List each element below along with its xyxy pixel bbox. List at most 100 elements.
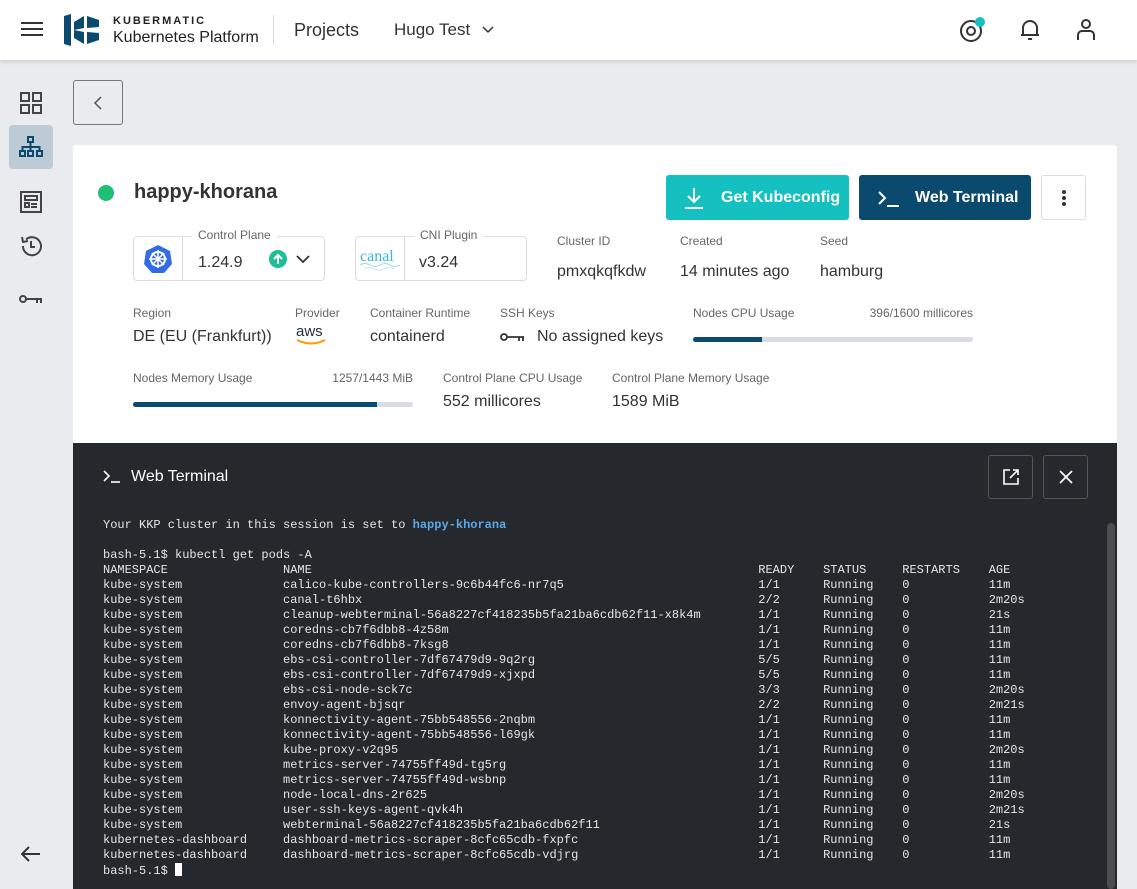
cell-restarts: 0 (902, 578, 910, 592)
control-plane-version-select[interactable]: Control Plane 1.24.9 (133, 228, 325, 281)
cell-namespace: kube-system (103, 758, 183, 772)
cell-restarts: 0 (902, 653, 910, 667)
help-icon[interactable] (960, 17, 986, 48)
web-terminal-button[interactable]: Web Terminal (859, 175, 1031, 220)
cell-namespace: kube-system (103, 743, 183, 757)
cell-restarts: 0 (902, 668, 910, 682)
terminal-output[interactable]: Your KKP cluster in this session is set … (103, 518, 1025, 878)
cell-restarts: 0 (902, 803, 910, 817)
sidebar-item-ssh-keys[interactable] (9, 278, 53, 322)
cell-age: 11m (988, 578, 1011, 592)
cell-ready: 1/1 (758, 578, 780, 592)
control-plane-version: 1.24.9 (198, 254, 243, 271)
cell-status: Running (823, 668, 874, 682)
cell-pod-name: calico-kube-controllers-9c6b44fc6-nr7q5 (283, 578, 564, 592)
cell-pod-name: dashboard-metrics-scraper-8cfc65cdb-fxpf… (283, 833, 579, 847)
cursor (175, 863, 183, 876)
cell-ready: 1/1 (758, 773, 780, 787)
cell-ready: 1/1 (758, 608, 780, 622)
control-plane-memory-label: Control Plane Memory Usage (612, 371, 770, 385)
control-plane-cpu-value: 552 millicores (443, 393, 541, 410)
more-vertical-icon (1061, 189, 1066, 206)
more-options-button[interactable] (1041, 175, 1086, 220)
cell-pod-name: coredns-cb7f6dbb8-7ksg8 (283, 638, 449, 652)
chevron-down-icon (482, 26, 494, 34)
cell-namespace: kube-system (103, 713, 183, 727)
sidebar-item-templates[interactable] (9, 180, 53, 224)
pod-row: kube-system coredns-cb7f6dbb8-7ksg8 1/1 Run… (103, 638, 1025, 653)
back-button[interactable] (73, 80, 123, 125)
cell-restarts: 0 (902, 623, 910, 637)
nodes-memory-progress-fill (133, 402, 377, 407)
sidebar-item-overview[interactable] (9, 81, 53, 125)
upgrade-available-icon[interactable] (269, 250, 287, 268)
cell-age: 11m (988, 848, 1011, 862)
kubernetes-logo-icon (134, 237, 183, 280)
region-value: DE (EU (Frankfurt)) (133, 328, 272, 345)
key-icon (19, 295, 42, 303)
cell-ready: 2/2 (758, 593, 780, 607)
pod-row: kube-system webterminal-56a8227cf418235b5… (103, 818, 1025, 833)
project-selector[interactable]: Hugo Test (394, 20, 494, 40)
cell-age: 2m20s (988, 743, 1025, 757)
cell-restarts: 0 (902, 683, 910, 697)
cell-pod-name: ebs-csi-controller-7df67479d9-9q2rg (283, 653, 536, 667)
cell-status: Running (823, 833, 874, 847)
cell-status: Running (823, 773, 874, 787)
sidebar-item-backups[interactable] (9, 224, 53, 268)
menu-icon[interactable] (21, 21, 43, 42)
cell-pod-name: konnectivity-agent-75bb548556-l69gk (283, 728, 536, 742)
aws-logo: aws (296, 323, 326, 345)
terminal-scrollbar[interactable] (1107, 523, 1115, 889)
chevron-down-icon (296, 255, 310, 264)
pod-row: kube-system metrics-server-74755ff49d-tg5… (103, 758, 1025, 773)
cell-namespace: kube-system (103, 773, 183, 787)
cell-namespace: kube-system (103, 668, 183, 682)
created-value: 14 minutes ago (680, 263, 790, 280)
header-ready: READY (758, 563, 795, 577)
pod-row: kube-system kube-proxy-v2q95 1/1 Running 0 2m… (103, 743, 1025, 758)
pod-row: kube-system ebs-csi-controller-7df67479d9… (103, 653, 1025, 668)
nodes-memory-progress (133, 402, 413, 407)
pod-row: kubernetes-dashboard dashboard-metrics-sc… (103, 848, 1025, 863)
control-plane-label: Control Plane (192, 228, 277, 242)
cell-pod-name: node-local-dns-2r625 (283, 788, 428, 802)
notifications-bell-icon[interactable] (1020, 19, 1040, 46)
cell-status: Running (823, 653, 874, 667)
cell-age: 2m21s (988, 698, 1025, 712)
cell-status: Running (823, 578, 874, 592)
cell-age: 2m21s (988, 803, 1025, 817)
kubermatic-logo[interactable] (64, 14, 100, 51)
cell-age: 11m (988, 653, 1011, 667)
cell-restarts: 0 (902, 593, 910, 607)
get-kubeconfig-button[interactable]: Get Kubeconfig (666, 175, 849, 220)
close-terminal-button[interactable] (1043, 455, 1088, 499)
container-runtime-value: containerd (370, 328, 445, 345)
terminal-icon (103, 470, 120, 483)
cell-status: Running (823, 803, 874, 817)
chevron-left-icon (93, 95, 102, 110)
cluster-hierarchy-icon (19, 136, 43, 157)
cell-namespace: kube-system (103, 818, 183, 832)
terminal-prompt-line[interactable]: bash-5.1$ (103, 863, 1025, 878)
pod-row: kube-system canal-t6hbx 2/2 Running 0 2m20s (103, 593, 1025, 608)
cell-restarts: 0 (902, 728, 910, 742)
cell-ready: 1/1 (758, 743, 780, 757)
nodes-cpu-value: 396/1600 millicores (869, 306, 973, 320)
intro-text: Your KKP cluster in this session is set … (103, 518, 413, 532)
projects-link[interactable]: Projects (294, 20, 360, 40)
arrow-left-icon (21, 846, 40, 862)
header-pod-name: NAME (283, 563, 312, 577)
cell-namespace: kube-system (103, 803, 183, 817)
cell-age: 11m (988, 758, 1011, 772)
pod-row: kube-system konnectivity-agent-75bb548556… (103, 713, 1025, 728)
cell-restarts: 0 (902, 818, 910, 832)
cell-status: Running (823, 683, 874, 697)
cni-plugin-label: CNI Plugin (414, 228, 484, 242)
sidebar-item-clusters[interactable] (9, 125, 53, 169)
download-icon (685, 187, 703, 209)
cell-restarts: 0 (902, 758, 910, 772)
user-account-icon[interactable] (1076, 19, 1096, 46)
open-in-new-window-button[interactable] (988, 455, 1033, 499)
sidebar-collapse-button[interactable] (9, 832, 53, 876)
